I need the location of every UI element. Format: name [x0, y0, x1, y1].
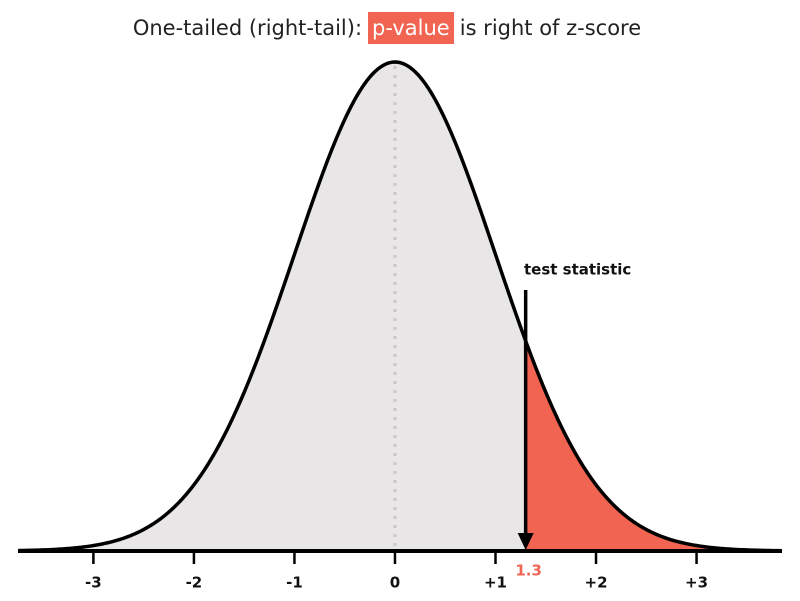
chart-title: One-tailed (right-tail): p-value is righ…: [0, 8, 774, 48]
title-part: One-tailed (right-tail):: [132, 16, 363, 40]
x-tick-label: +2: [585, 574, 608, 592]
tail-area: [525, 340, 782, 551]
x-tick-label: 0: [390, 574, 400, 592]
arrow-head: [517, 533, 534, 550]
curve-area: [18, 62, 782, 551]
x-tick-label: -2: [186, 574, 203, 592]
curve: [17, 60, 783, 553]
x-tick-label: +3: [685, 574, 708, 592]
x-tick-label: -1: [286, 574, 303, 592]
annotation: test statistic: [524, 261, 631, 279]
x-tick-label: -3: [85, 574, 102, 592]
test-statistic-label: 1.3: [515, 562, 542, 580]
x-tick-label: +1: [484, 574, 507, 592]
title-highlight: p-value: [368, 12, 454, 44]
title-part: is right of z-score: [459, 16, 642, 40]
